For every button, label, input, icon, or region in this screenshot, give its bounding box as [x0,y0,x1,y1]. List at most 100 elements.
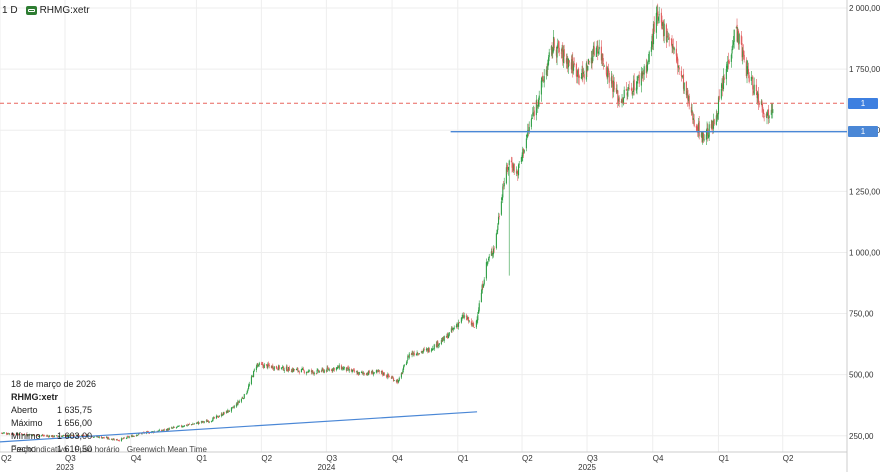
candle-body [288,367,290,371]
candle-body [53,436,55,438]
price-type-link[interactable]: Preço indicativo [11,445,68,454]
candle-body [207,421,209,422]
candle-body [260,363,262,365]
candle-body [117,440,119,441]
candle-body [632,80,635,92]
candle-body [473,327,475,328]
candle-body [543,76,545,83]
candle-body [422,351,424,353]
candle-body [500,201,502,215]
candle-body [36,434,38,436]
candle-body [167,428,169,431]
candle-body [513,163,515,172]
candle-body [647,60,650,62]
candle-body [481,285,483,294]
candle-body [660,12,662,23]
candle-body [98,436,100,438]
candle-body [146,431,148,432]
candle-body [556,46,558,58]
candle-body [733,29,735,42]
candle-body [228,410,230,412]
candle-body [163,429,165,431]
candle-body [105,437,108,438]
candle-body [412,352,414,355]
candle-body [31,434,33,436]
candle-body [421,350,423,353]
interval-selector[interactable]: 1 D [2,4,18,16]
candle-body [720,88,722,99]
candle-body [55,435,58,437]
candle-body [313,372,315,374]
candle-body [522,148,524,156]
candle-body [88,435,90,437]
candle-body [445,336,447,338]
candle-body [232,406,234,408]
candle-body [72,435,74,436]
candle-body [246,391,248,394]
candle-body [641,72,643,76]
candle-body [108,437,110,440]
candle-body [81,435,83,437]
candle-body [282,366,284,368]
candle-body [257,364,259,366]
candle-body [530,119,532,127]
candle-body [698,121,700,137]
timezone-value[interactable]: Greenwich Mean Time [126,445,207,454]
candle-body [420,351,422,353]
candle-body [348,367,350,371]
candle-body [447,333,449,339]
chart-footer: Preço indicativo Fuso horário Greenwich … [11,445,212,454]
candle-body [637,76,639,81]
candle-body [595,47,597,57]
candle-body [542,75,544,81]
candle-body [265,364,267,366]
candle-body [593,46,595,56]
candle-body [26,435,28,437]
candle-body [131,435,133,437]
candle-body [555,49,557,56]
candle-body [687,96,690,102]
candle-body [370,372,372,374]
candle-body [400,373,402,378]
support-price-tag: 1 494,03 [848,126,878,147]
candle-body [208,421,210,423]
candle-body [527,129,530,131]
candle-body [768,116,770,118]
candle-body [166,429,168,431]
candle-body [712,120,715,129]
candle-body [728,60,730,64]
candle-body [681,75,683,77]
candle-body [482,284,485,288]
candle-body [596,45,598,48]
candle-body [572,57,574,73]
candle-body [195,422,197,424]
candle-body [577,69,580,78]
candle-body [358,371,360,375]
candle-body [430,350,432,352]
candle-body [612,83,614,92]
candle-body [138,433,140,435]
candle-body [486,262,488,264]
candle-body [588,61,590,63]
timezone-label[interactable]: Fuso horário [74,445,120,454]
candle-body [392,377,394,379]
candle-body [608,72,610,83]
candle-body [63,435,65,436]
candle-body [611,76,613,84]
x-quarter-label: Q1 [196,454,207,463]
candle-body [705,134,707,140]
candle-body [470,321,472,326]
symbol-label[interactable]: RHMG:xetr [39,4,90,16]
candle-body [461,317,463,319]
candle-body [100,436,103,439]
candle-body [752,90,755,93]
candle-body [622,98,625,105]
candle-body [188,424,190,425]
y-tick-label: 750,00 [849,310,874,319]
candle-body [300,369,302,373]
candle-body [136,435,138,437]
candle-body [715,115,717,125]
candle-body [598,47,600,50]
candle-body [691,109,693,113]
